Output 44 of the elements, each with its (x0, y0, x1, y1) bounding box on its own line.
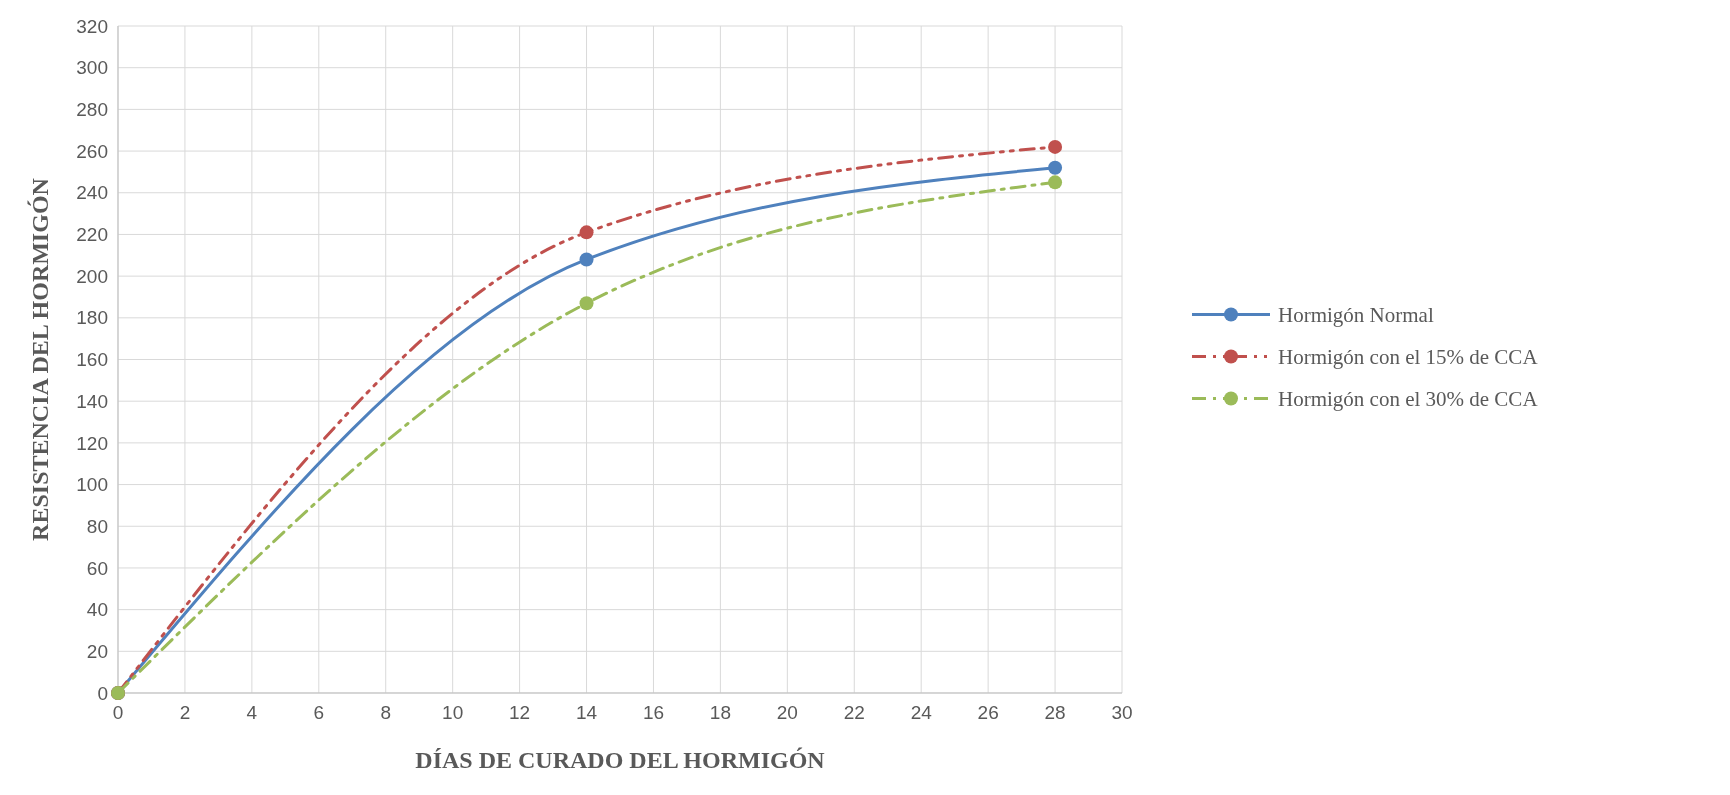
y-tick-label: 220 (76, 224, 108, 246)
y-tick-label: 20 (86, 640, 108, 662)
legend-label: Hormigón Normal (1278, 302, 1434, 327)
y-tick-label: 180 (76, 307, 108, 329)
x-tick-label: 8 (380, 702, 392, 723)
x-tick-label: 30 (1111, 702, 1133, 723)
x-tick-label: 10 (442, 702, 464, 723)
y-tick-label: 60 (86, 557, 108, 579)
y-axis-title: RESISTENCIA DEL HORMIGÓN (27, 177, 53, 541)
y-tick-label: 280 (76, 99, 108, 121)
point (579, 225, 594, 240)
x-tick-label: 18 (709, 702, 731, 723)
point (579, 252, 594, 267)
y-tick-label: 80 (86, 515, 108, 537)
y-tick-label: 100 (76, 474, 108, 496)
y-tick-label: 240 (76, 182, 108, 204)
y-tick-label: 0 (97, 682, 108, 704)
x-tick-label: 4 (246, 702, 258, 723)
y-tick-label: 260 (76, 140, 108, 162)
y-tick-label: 40 (86, 599, 108, 621)
y-tick-label: 140 (76, 390, 108, 412)
y-tick-label: 200 (76, 265, 108, 287)
y-tick-label: 300 (76, 57, 108, 79)
x-tick-label: 6 (313, 702, 325, 723)
x-tick-label: 14 (575, 702, 598, 723)
point (1048, 175, 1063, 190)
x-axis-title: DÍAS DE CURADO DEL HORMIGÓN (415, 747, 826, 773)
legend-label: Hormigón con el 15% de CCA (1278, 344, 1539, 369)
x-tick-label: 16 (642, 702, 665, 723)
x-tick-label: 0 (112, 702, 124, 723)
x-tick-label: 24 (910, 702, 933, 723)
x-tick-label: 28 (1044, 702, 1066, 723)
point (1048, 160, 1063, 175)
y-tick-label: 120 (76, 432, 108, 454)
y-tick-label: 320 (76, 15, 108, 37)
x-tick-label: 26 (977, 702, 999, 723)
x-tick-label: 2 (179, 702, 191, 723)
x-tick-label: 12 (509, 702, 531, 723)
point (1048, 139, 1063, 154)
legend-label: Hormigón con el 30% de CCA (1278, 386, 1539, 411)
y-tick-label: 160 (76, 349, 108, 371)
x-tick-label: 20 (776, 702, 798, 723)
x-tick-label: 22 (843, 702, 865, 723)
point (579, 296, 594, 311)
